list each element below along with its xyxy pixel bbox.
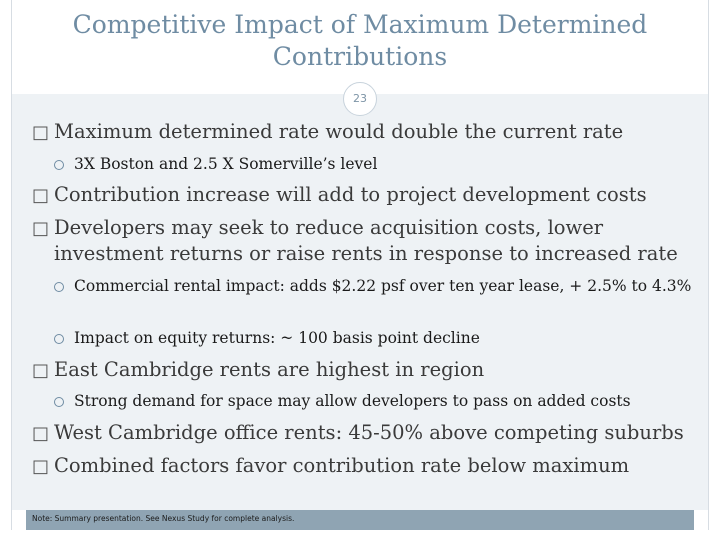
footer-bar: Note: Summary presentation. See Nexus St… <box>26 510 694 530</box>
checkbox-bullet-icon: □ <box>32 122 50 143</box>
bullet-text: Contribution increase will add to projec… <box>54 183 647 206</box>
circle-bullet-icon <box>54 397 64 407</box>
bullet-text: Combined factors favor contribution rate… <box>54 454 630 477</box>
slide-frame <box>11 0 709 530</box>
checkbox-bullet-icon: □ <box>32 360 50 381</box>
checkbox-bullet-icon: □ <box>32 423 50 444</box>
checkbox-bullet-icon: □ <box>32 185 50 206</box>
title-area: Competitive Impact of Maximum Determined… <box>12 0 708 95</box>
sub-bullet-text: Commercial rental impact: adds $2.22 psf… <box>74 277 692 295</box>
checkbox-bullet-icon: □ <box>32 456 50 477</box>
footer-note: Note: Summary presentation. See Nexus St… <box>32 514 295 523</box>
sub-bullet-text: Strong demand for space may allow develo… <box>74 392 631 410</box>
bullet-text: Developers may seek to reduce acquisitio… <box>54 216 678 265</box>
bullet-text: Maximum determined rate would double the… <box>54 120 624 143</box>
content-area <box>12 94 708 510</box>
sub-bullet-text: Impact on equity returns: ~ 100 basis po… <box>74 329 480 347</box>
sub-bullet-text: 3X Boston and 2.5 X Somerville’s level <box>74 155 378 173</box>
slide-title: Competitive Impact of Maximum Determined… <box>72 10 648 71</box>
circle-bullet-icon <box>54 334 64 344</box>
bullet-text: West Cambridge office rents: 45-50% abov… <box>54 421 684 444</box>
page-number-badge: 23 <box>343 82 377 116</box>
circle-bullet-icon <box>54 282 64 292</box>
circle-bullet-icon <box>54 160 64 170</box>
bullet-text: East Cambridge rents are highest in regi… <box>54 358 485 381</box>
checkbox-bullet-icon: □ <box>32 218 50 239</box>
